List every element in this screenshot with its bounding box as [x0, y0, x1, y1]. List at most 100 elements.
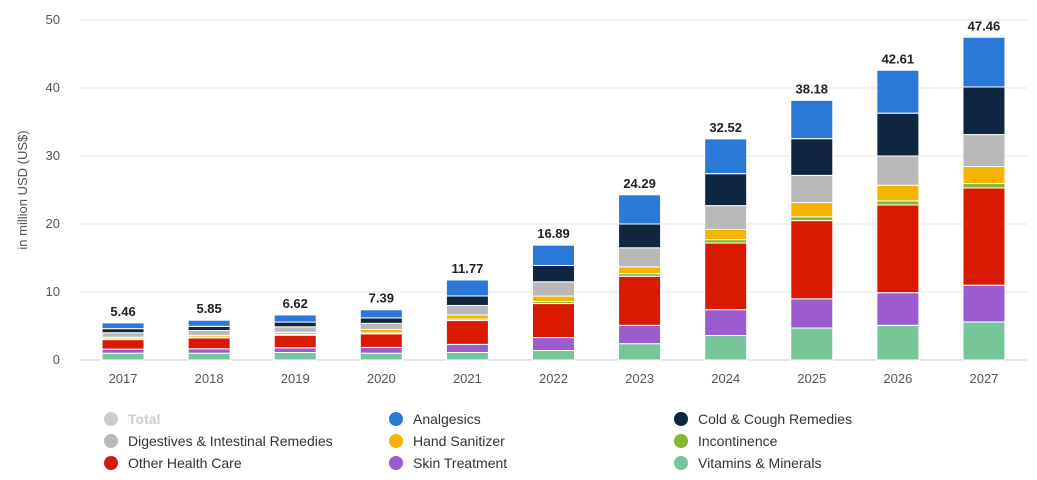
legend-dot-icon — [104, 412, 118, 426]
bar-segment[interactable] — [876, 155, 920, 186]
legend-label: Cold & Cough Remedies — [698, 411, 853, 427]
legend-item[interactable]: Vitamins & Minerals — [674, 453, 821, 473]
bar-segment[interactable] — [790, 99, 834, 140]
bars — [101, 36, 1006, 361]
legend-dot-icon — [674, 412, 688, 426]
bar-segment[interactable] — [359, 317, 403, 324]
legend-item[interactable]: Digestives & Intestinal Remedies — [104, 431, 333, 451]
bar-segment[interactable] — [704, 228, 748, 241]
total-value-label: 7.39 — [369, 291, 394, 306]
legend-item[interactable]: Skin Treatment — [389, 453, 507, 473]
bar-segment[interactable] — [445, 279, 489, 297]
bar-segment[interactable] — [532, 244, 575, 266]
bar-segment[interactable] — [962, 183, 1006, 189]
bar-segment[interactable] — [532, 281, 575, 297]
bar-segment[interactable] — [790, 220, 834, 300]
bar-segment[interactable] — [445, 320, 489, 345]
bar-segment[interactable] — [618, 324, 662, 345]
bar-segment[interactable] — [618, 266, 662, 275]
bar-segment[interactable] — [101, 328, 145, 334]
bar-segment[interactable] — [359, 309, 403, 319]
bar-segment[interactable] — [618, 275, 662, 326]
x-tick-label: 2026 — [883, 371, 912, 386]
bar-segment[interactable] — [790, 216, 834, 222]
bar-segment[interactable] — [187, 348, 231, 354]
bar-segment[interactable] — [876, 292, 920, 326]
bar-segment[interactable] — [962, 187, 1006, 286]
bar-segment[interactable] — [962, 321, 1006, 361]
bar-segment[interactable] — [101, 322, 145, 330]
bar-segment[interactable] — [704, 239, 748, 244]
bar-segment[interactable] — [704, 335, 748, 361]
bar-segment[interactable] — [273, 334, 317, 349]
bar-segment[interactable] — [618, 194, 662, 225]
bar-segment[interactable] — [876, 200, 920, 206]
x-tick-label: 2022 — [539, 371, 568, 386]
bar-segment[interactable] — [704, 138, 748, 175]
bar-segment[interactable] — [532, 264, 575, 283]
bar-segment[interactable] — [876, 184, 920, 202]
bar-segment[interactable] — [618, 223, 662, 249]
bar-segment[interactable] — [618, 247, 662, 268]
stacked-bar-chart: 0 10 20 30 40 50 5.46 5.85 6.62 7.39 11.77 16.89 24… — [15, 12, 1027, 386]
bar-segment[interactable] — [187, 319, 231, 327]
bar-segment[interactable] — [876, 69, 920, 114]
x-tick-label: 2020 — [367, 371, 396, 386]
bar-segment[interactable] — [359, 352, 403, 361]
bar-segment[interactable] — [359, 333, 403, 348]
bar-segment[interactable] — [704, 173, 748, 207]
bar-segment[interactable] — [876, 204, 920, 294]
bar-segment[interactable] — [187, 337, 231, 350]
bar-segment[interactable] — [445, 304, 489, 316]
y-tick-label: 30 — [46, 148, 60, 163]
bar-segment[interactable] — [790, 138, 834, 176]
bar-segment[interactable] — [618, 343, 662, 361]
legend-item[interactable]: Other Health Care — [104, 453, 242, 473]
bar-segment[interactable] — [790, 174, 834, 204]
bar-segment[interactable] — [445, 343, 489, 354]
bar-segment[interactable] — [101, 348, 145, 354]
legend-item[interactable]: Incontinence — [674, 431, 777, 451]
bar-segment[interactable] — [790, 327, 834, 361]
bar-segment[interactable] — [962, 36, 1006, 88]
bar-segment[interactable] — [532, 349, 575, 361]
legend-item[interactable]: Cold & Cough Remedies — [674, 409, 852, 429]
bar-segment[interactable] — [359, 328, 403, 334]
bar-segment[interactable] — [101, 352, 145, 361]
bar-segment[interactable] — [532, 295, 575, 303]
bar-segment[interactable] — [273, 326, 317, 333]
bar-segment[interactable] — [704, 309, 748, 337]
bar-segment[interactable] — [704, 242, 748, 311]
bar-segment[interactable] — [187, 352, 231, 361]
bar-segment[interactable] — [359, 322, 403, 330]
bar-segment[interactable] — [876, 324, 920, 361]
bar-segment[interactable] — [532, 303, 575, 339]
bar-segment[interactable] — [359, 346, 403, 354]
bar-segment[interactable] — [790, 298, 834, 329]
bar-segment[interactable] — [273, 321, 317, 328]
bar-segment[interactable] — [876, 112, 920, 157]
bar-segment[interactable] — [962, 166, 1006, 185]
bar-segment[interactable] — [187, 325, 231, 332]
bar-segment[interactable] — [273, 314, 317, 323]
gridlines: 0 10 20 30 40 50 — [46, 12, 1027, 367]
bar-segment[interactable] — [962, 86, 1006, 136]
bar-segment[interactable] — [445, 295, 489, 306]
bar-segment[interactable] — [187, 330, 231, 336]
bar-segment[interactable] — [101, 339, 145, 350]
legend-item[interactable]: Total — [104, 409, 160, 429]
bar-segment[interactable] — [962, 284, 1006, 323]
legend-item[interactable]: Analgesics — [389, 409, 481, 429]
legend-item[interactable]: Hand Sanitizer — [389, 431, 505, 451]
bar-segment[interactable] — [273, 352, 317, 361]
bar-segment[interactable] — [790, 202, 834, 218]
bar-segment[interactable] — [445, 352, 489, 361]
legend-label: Analgesics — [413, 411, 481, 427]
bar-segment[interactable] — [273, 347, 317, 354]
total-value-label: 24.29 — [623, 176, 656, 191]
bar-segment[interactable] — [704, 205, 748, 230]
bar-segment[interactable] — [445, 314, 489, 320]
bar-segment[interactable] — [532, 337, 575, 351]
bar-segment[interactable] — [101, 332, 145, 338]
bar-segment[interactable] — [962, 134, 1006, 168]
